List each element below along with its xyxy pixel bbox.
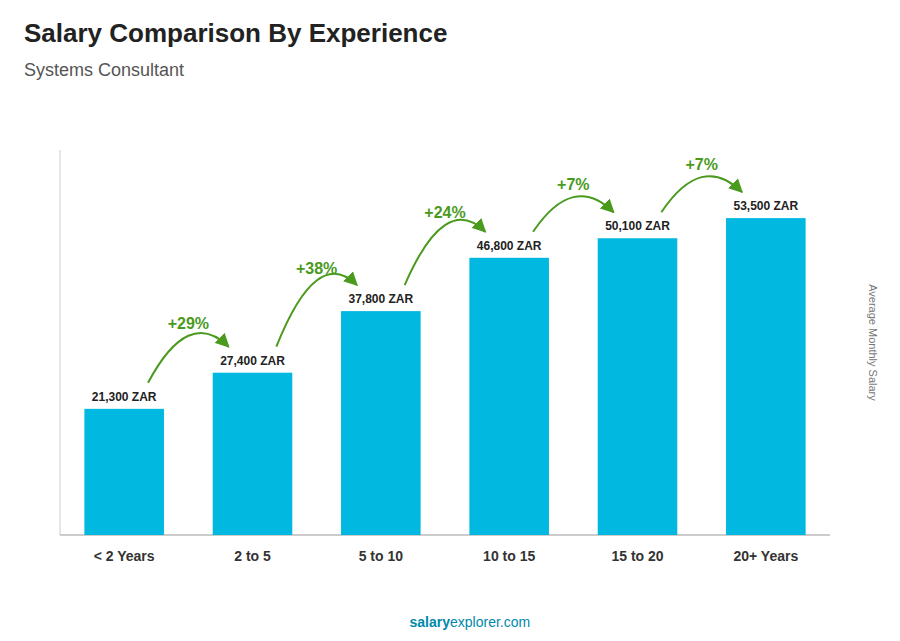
x-tick-label: 20+ Years xyxy=(733,548,798,564)
watermark: explorer.com xyxy=(450,614,530,630)
bar xyxy=(598,238,678,535)
data-label: 37,800 ZAR xyxy=(348,292,413,306)
x-tick-label: 5 to 10 xyxy=(359,548,404,564)
x-tick-label: < 2 Years xyxy=(94,548,155,564)
data-label: 53,500 ZAR xyxy=(733,199,798,213)
title: Salary Comparison By Experience xyxy=(24,18,447,48)
chart: Salary Comparison By Experience Systems C… xyxy=(0,0,900,641)
bar xyxy=(213,373,293,535)
data-label: 21,300 ZAR xyxy=(92,390,157,404)
x-tick-label: 15 to 20 xyxy=(611,548,663,564)
y-axis-label: Average Monthly Salary xyxy=(867,284,879,401)
bar xyxy=(341,311,421,535)
change-label: +24% xyxy=(424,204,465,221)
change-label: +7% xyxy=(685,156,717,173)
watermark: salary xyxy=(410,614,451,630)
change-label: +29% xyxy=(168,315,209,332)
data-label: 27,400 ZAR xyxy=(220,354,285,368)
bar xyxy=(469,258,549,535)
subtitle: Systems Consultant xyxy=(24,60,184,80)
change-arrow xyxy=(661,176,742,212)
change-arrow xyxy=(533,196,614,232)
bar xyxy=(726,218,806,535)
bar xyxy=(84,409,164,535)
change-label: +38% xyxy=(296,260,337,277)
change-arrow xyxy=(276,274,357,347)
x-tick-label: 10 to 15 xyxy=(483,548,535,564)
bars xyxy=(84,218,805,535)
x-axis-line xyxy=(60,535,830,536)
y-axis-line xyxy=(60,150,61,535)
change-arrow xyxy=(148,333,229,383)
change-label: +7% xyxy=(557,176,589,193)
data-label: 50,100 ZAR xyxy=(605,219,670,233)
data-label: 46,800 ZAR xyxy=(477,239,542,253)
x-tick-label: 2 to 5 xyxy=(234,548,271,564)
change-arrow xyxy=(405,220,486,285)
